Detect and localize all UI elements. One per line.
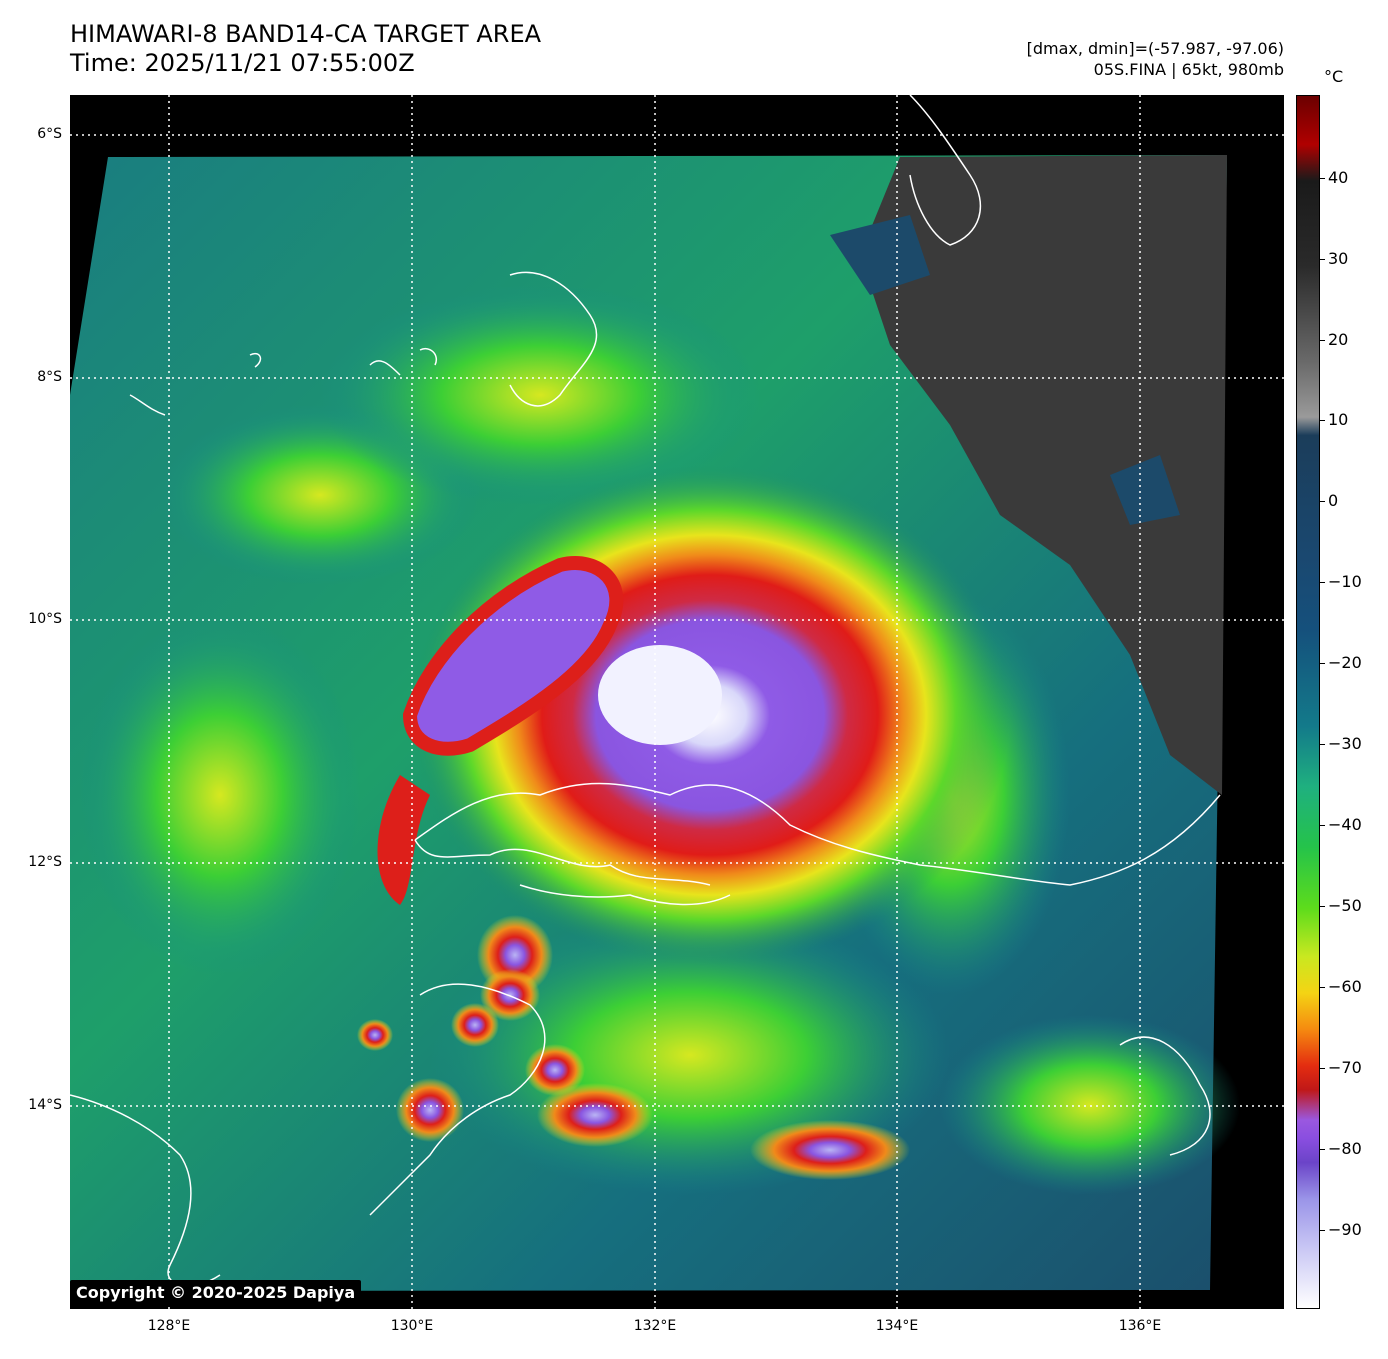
colorbar-tick-mark (1320, 582, 1325, 583)
info-storm-summary: 05S.FINA | 65kt, 980mb (1093, 60, 1284, 79)
convection-southwest (80, 615, 360, 975)
storm-coldest-tops (598, 645, 722, 745)
colorbar-tick-mark (1320, 744, 1325, 745)
convective-cell-4 (451, 1003, 499, 1047)
convective-cell-1 (396, 1078, 464, 1142)
lat-label-8s: 8°S (37, 369, 62, 385)
satellite-map (70, 95, 1284, 1309)
lon-label-134e: 134°E (875, 1318, 919, 1334)
title-line-2: Time: 2025/11/21 07:55:00Z (70, 49, 415, 77)
colorbar-tick-mark (1320, 1149, 1325, 1150)
lat-label-14s: 14°S (28, 1097, 62, 1113)
colorbar-tick-minus40: −40 (1328, 815, 1362, 834)
satellite-imagery (70, 95, 1284, 1309)
colorbar-tick-mark (1320, 1230, 1325, 1231)
info-dmax-dmin: [dmax, dmin]=(-57.987, -97.06) (1026, 39, 1284, 58)
convective-cell-5 (525, 1044, 585, 1096)
colorbar-tick-minus90: −90 (1328, 1220, 1362, 1239)
colorbar-tick-mark (1320, 987, 1325, 988)
colorbar-tick-mark (1320, 259, 1325, 260)
colorbar-tick-mark (1320, 340, 1325, 341)
lon-label-128e: 128°E (147, 1318, 191, 1334)
colorbar (1296, 95, 1320, 1309)
clear-sky-region (860, 155, 1227, 795)
convection-southeast (940, 1015, 1240, 1195)
graticule (70, 95, 1284, 1309)
title-line-1: HIMAWARI-8 BAND14-CA TARGET AREA (70, 20, 542, 48)
colorbar-tick-mark (1320, 1068, 1325, 1069)
colorbar-tick-40: 40 (1328, 168, 1349, 187)
colorbar-tick-20: 20 (1328, 330, 1349, 349)
colorbar-tick-minus70: −70 (1328, 1058, 1362, 1077)
colorbar-tick-mark (1320, 906, 1325, 907)
colorbar-tick-minus50: −50 (1328, 896, 1362, 915)
lat-label-10s: 10°S (28, 611, 62, 627)
lon-label-136e: 136°E (1118, 1318, 1162, 1334)
clear-sky-patches (830, 215, 1180, 525)
colorbar-unit: °C (1324, 67, 1344, 86)
convective-cell-6 (537, 1083, 653, 1147)
colorbar-tick-10: 10 (1328, 410, 1349, 429)
colorbar-tick-minus10: −10 (1328, 572, 1362, 591)
lon-label-132e: 132°E (633, 1318, 677, 1334)
colorbar-tick-mark (1320, 501, 1325, 502)
lon-label-130e: 130°E (390, 1318, 434, 1334)
convection-north (320, 285, 760, 505)
feeder-band (377, 775, 430, 905)
colorbar-tick-minus80: −80 (1328, 1139, 1362, 1158)
copyright-label: Copyright © 2020-2025 Dapiya (70, 1280, 362, 1305)
colorbar-tick-mark (1320, 663, 1325, 664)
lat-label-12s: 12°S (28, 854, 62, 870)
colorbar-tick-mark (1320, 420, 1325, 421)
storm-info: [dmax, dmin]=(-57.987, -97.06) 05S.FINA … (1027, 38, 1284, 80)
colorbar-tick-30: 30 (1328, 249, 1349, 268)
colorbar-tick-mark (1320, 178, 1325, 179)
colorbar-tick-minus20: −20 (1328, 653, 1362, 672)
coastlines (70, 95, 1221, 1287)
colorbar-tick-0: 0 (1328, 491, 1339, 510)
lat-label-6s: 6°S (37, 126, 62, 142)
convective-cell-8 (357, 1019, 393, 1051)
colorbar-tick-minus60: −60 (1328, 977, 1362, 996)
colorbar-tick-minus30: −30 (1328, 734, 1362, 753)
convective-cell-7 (750, 1120, 910, 1180)
colorbar-tick-mark (1320, 825, 1325, 826)
convective-cell-3 (480, 969, 540, 1021)
storm-western-arm (402, 556, 624, 756)
chart-title: HIMAWARI-8 BAND14-CA TARGET AREA Time: 2… (70, 20, 541, 78)
